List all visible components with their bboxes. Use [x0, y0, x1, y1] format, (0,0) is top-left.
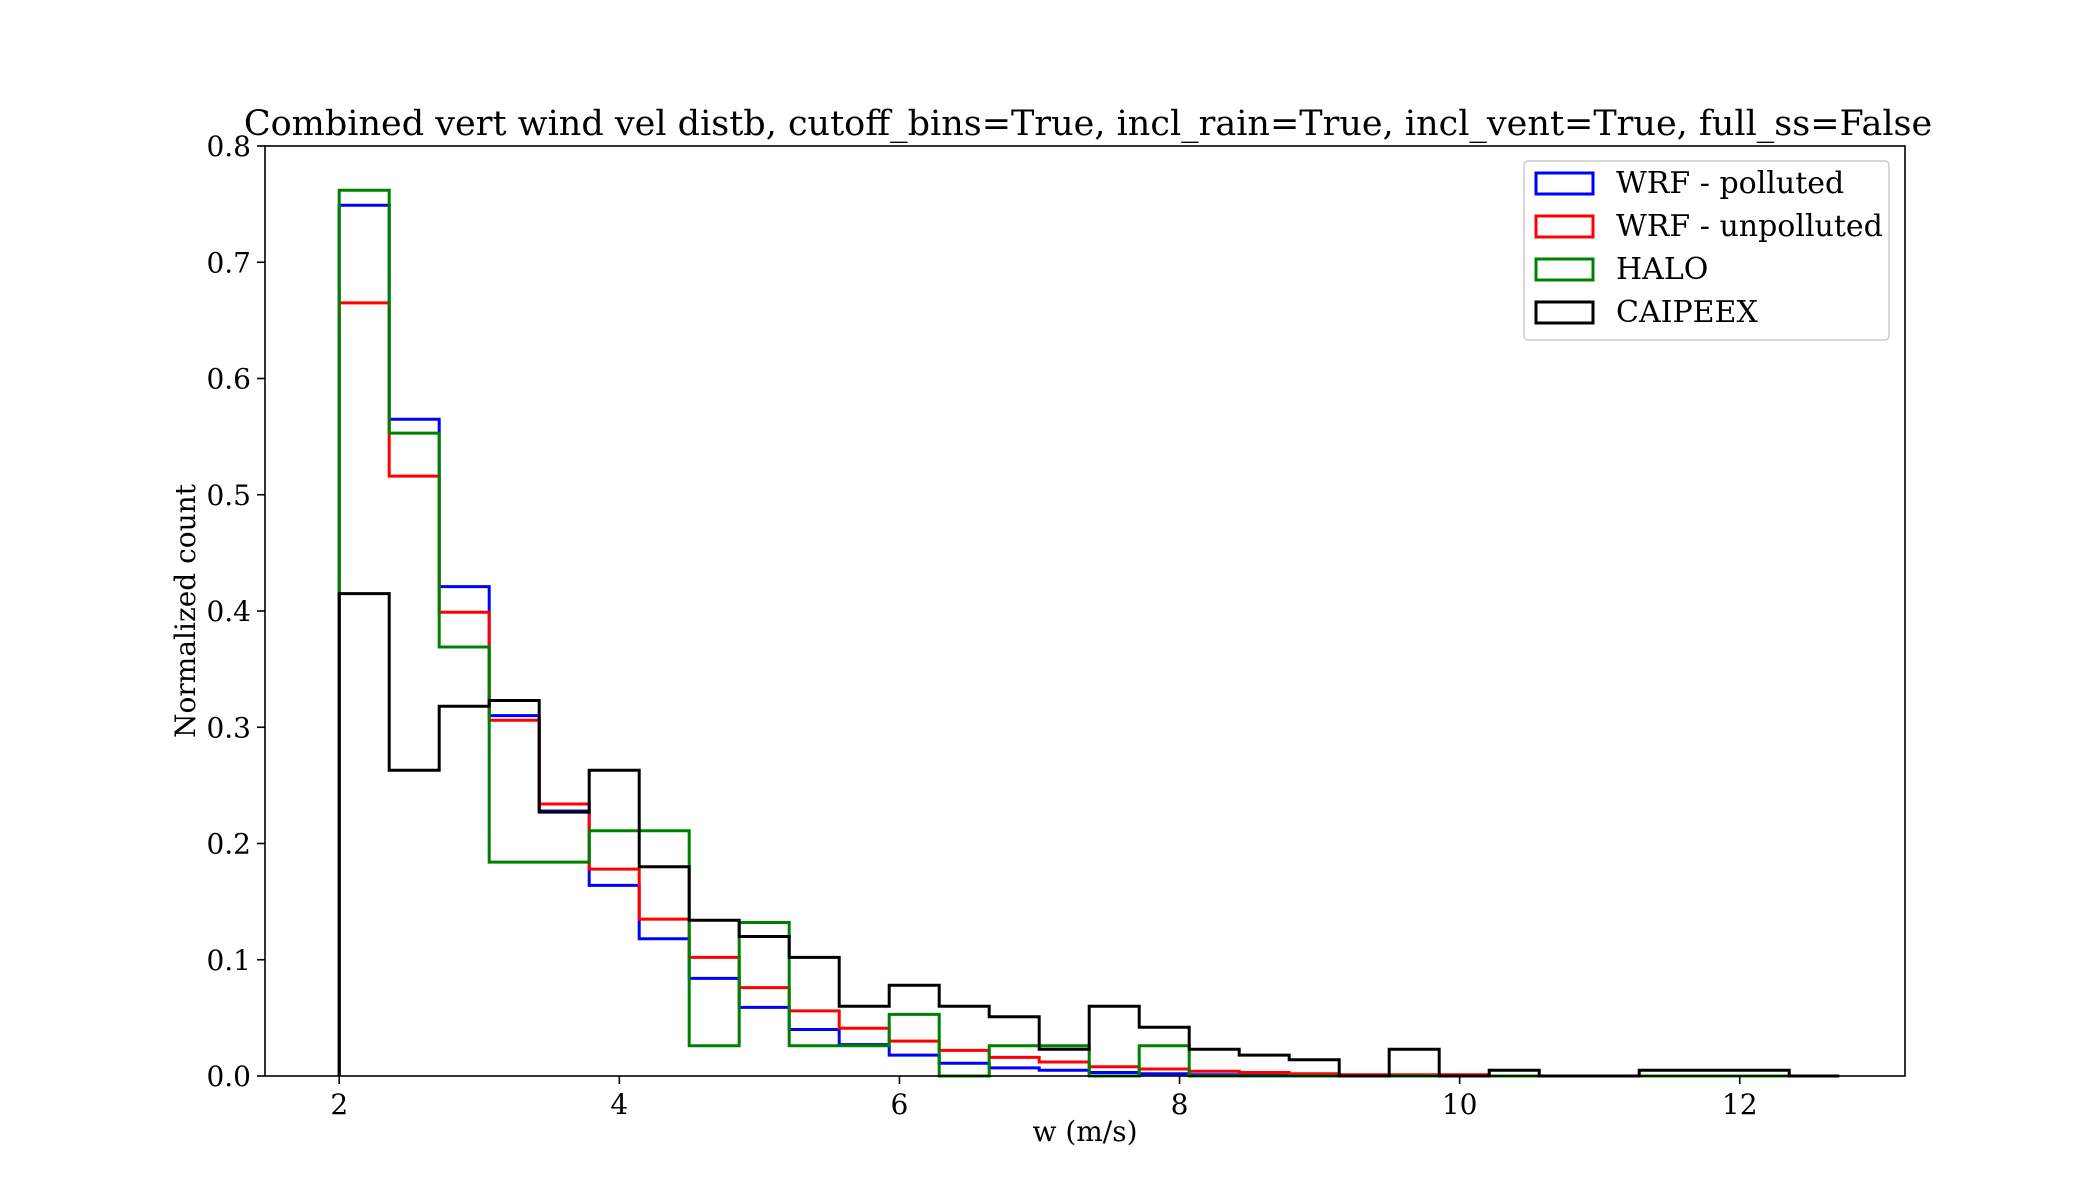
y-tick-label: 0.3 — [206, 711, 251, 744]
y-tick-label: 0.0 — [206, 1060, 251, 1093]
legend-label-halo: HALO — [1616, 252, 1708, 287]
series-caipeex-step — [337, 592, 1840, 1078]
legend-swatch-wrf-polluted — [1534, 171, 1595, 196]
y-axis: 0.0 0.1 0.2 0.3 0.4 0.5 0.6 0.7 0.8 — [206, 130, 265, 1093]
y-tick-label: 0.5 — [206, 479, 251, 512]
legend-swatch-wrf-unpolluted — [1534, 214, 1595, 239]
x-tick-label: 6 — [891, 1088, 909, 1121]
x-axis: 2 4 6 8 10 12 — [330, 1076, 1758, 1121]
y-tick-label: 0.8 — [206, 130, 251, 163]
legend-label-caipeex: CAIPEEX — [1616, 295, 1758, 330]
y-tick-label: 0.1 — [206, 944, 251, 977]
x-tick-label: 12 — [1722, 1088, 1758, 1121]
legend: WRF - polluted WRF - unpolluted HALO CAIPEE… — [1523, 160, 1890, 341]
y-axis-label: Normalized count — [169, 483, 202, 738]
chart-title: Combined vert wind vel distb, cutoff_bin… — [244, 104, 1932, 144]
x-tick-label: 4 — [610, 1088, 628, 1121]
legend-label-wrf-polluted: WRF - polluted — [1616, 166, 1844, 201]
x-axis-label: w (m/s) — [1032, 1115, 1137, 1148]
y-tick-label: 0.7 — [206, 246, 251, 279]
x-tick-label: 8 — [1171, 1088, 1189, 1121]
y-tick-label: 0.2 — [206, 828, 251, 861]
legend-swatch-halo — [1534, 257, 1595, 282]
y-tick-label: 0.4 — [206, 595, 251, 628]
legend-swatch-caipeex — [1534, 300, 1595, 325]
y-tick-label: 0.6 — [206, 363, 251, 396]
x-tick-label: 10 — [1442, 1088, 1478, 1121]
legend-box — [1523, 160, 1890, 341]
x-tick-label: 2 — [330, 1088, 348, 1121]
legend-label-wrf-unpolluted: WRF - unpolluted — [1616, 209, 1883, 244]
